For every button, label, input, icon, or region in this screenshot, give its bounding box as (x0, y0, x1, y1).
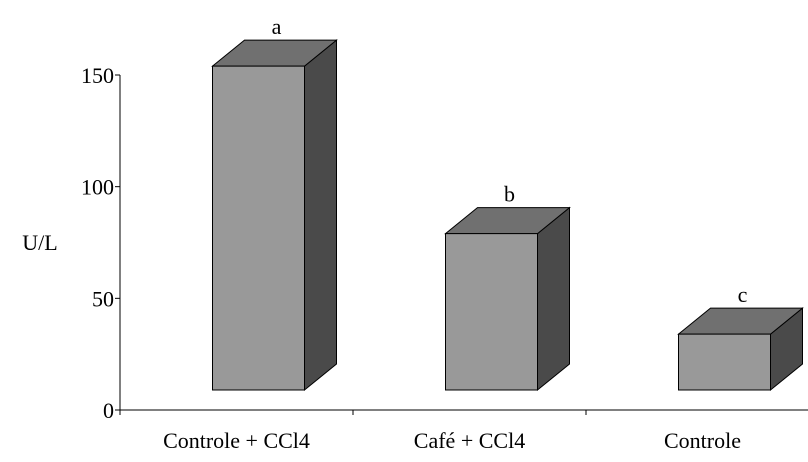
bar-front (678, 333, 771, 391)
y-tick-label: 0 (103, 398, 114, 423)
x-tick-label: Café + CCl4 (414, 428, 525, 453)
bar-front (445, 233, 538, 391)
bar-side (304, 39, 337, 392)
y-tick-label: 150 (81, 63, 114, 88)
bar-annotation: a (272, 14, 282, 39)
bar-annotation: c (738, 282, 748, 307)
bar (677, 307, 804, 392)
bar-annotation: b (504, 182, 515, 207)
bar-front (212, 65, 305, 391)
bar (444, 206, 571, 392)
x-tick-label: Controle + CCl4 (163, 428, 310, 453)
x-tick-label: Controle (664, 428, 741, 453)
y-axis-label: U/L (22, 230, 57, 255)
bar-side (537, 206, 570, 392)
bar (211, 39, 338, 392)
y-tick-label: 50 (92, 286, 114, 311)
y-tick-label: 100 (81, 175, 114, 200)
